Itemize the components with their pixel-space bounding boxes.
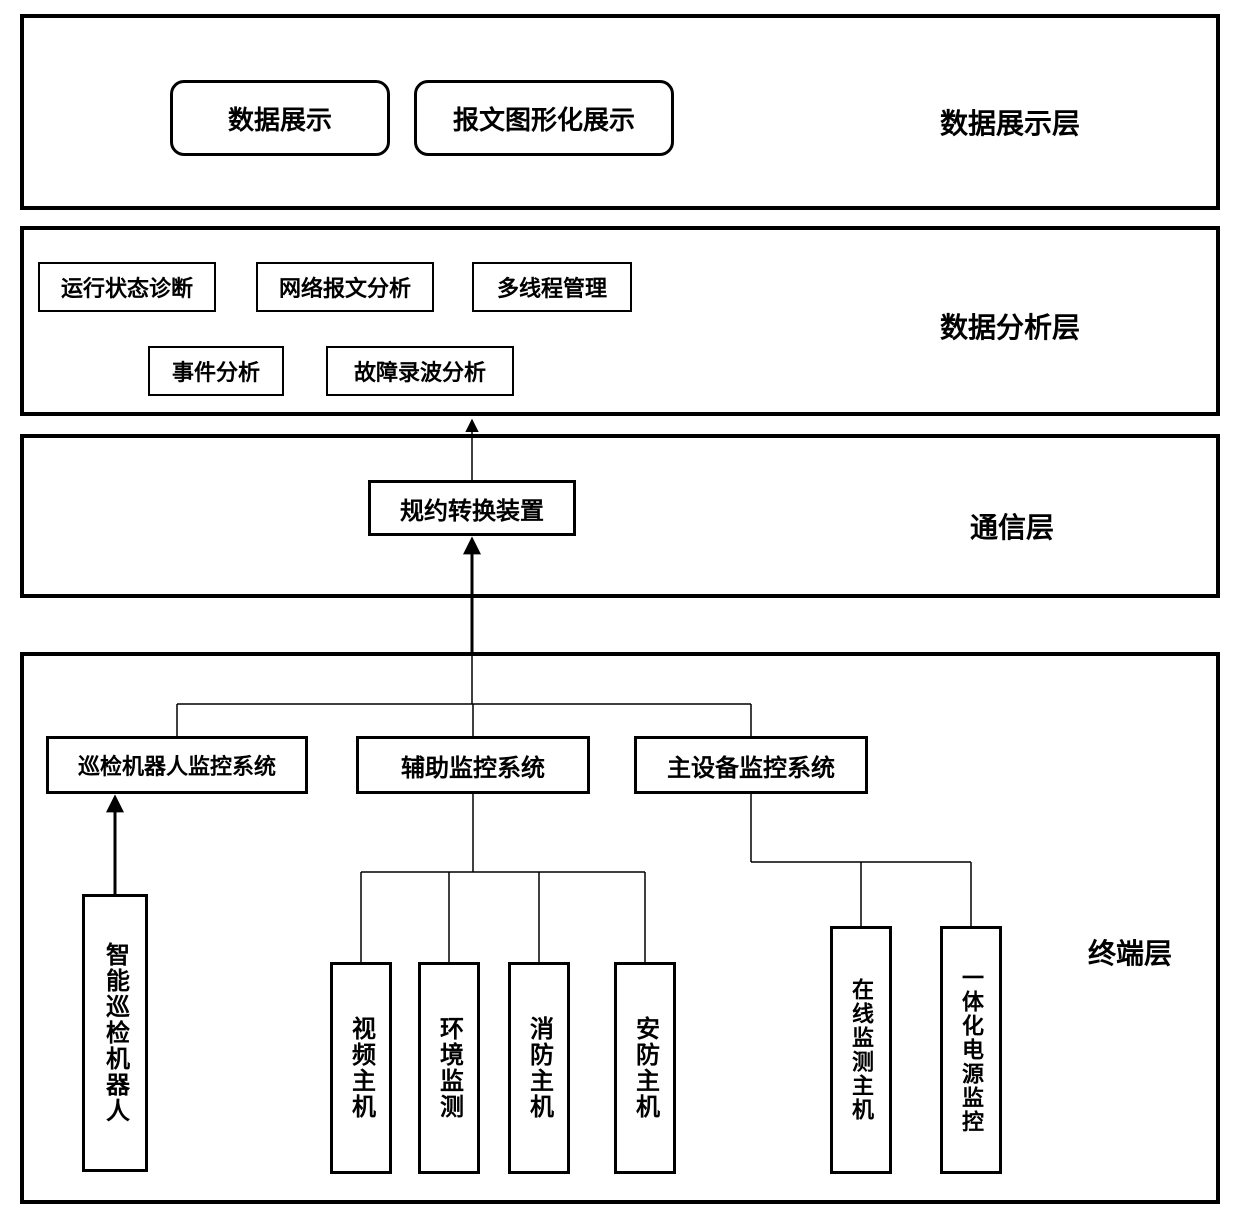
box-aux-monitor: 辅助监控系统 [356, 736, 590, 794]
box-online-monitor-host: 在线监测主机 [830, 926, 892, 1174]
box-env-monitor-label: 环境监测 [432, 1016, 467, 1120]
box-fault-wave-analysis: 故障录波分析 [326, 346, 514, 396]
layer-terminal-label: 终端层 [1088, 932, 1172, 972]
box-fire-host: 消防主机 [508, 962, 570, 1174]
box-smart-robot: 智能巡检机器人 [82, 894, 148, 1172]
box-event-analysis: 事件分析 [148, 346, 284, 396]
box-video-host: 视频主机 [330, 962, 392, 1174]
diagram-canvas: 数据展示层 数据展示 报文图形化展示 数据分析层 运行状态诊断 网络报文分析 多… [0, 0, 1240, 1220]
box-security-host-label: 安防主机 [628, 1016, 663, 1120]
box-data-display: 数据展示 [170, 80, 390, 156]
box-integrated-power-monitor-label: 一体化电源监控 [955, 966, 987, 1134]
box-fire-host-label: 消防主机 [522, 1016, 557, 1120]
box-net-msg-analysis: 网络报文分析 [256, 262, 434, 312]
box-security-host: 安防主机 [614, 962, 676, 1174]
box-status-diag: 运行状态诊断 [38, 262, 216, 312]
box-online-monitor-host-label: 在线监测主机 [845, 978, 877, 1122]
box-multithread-mgmt: 多线程管理 [472, 262, 632, 312]
layer-communication-label: 通信层 [970, 506, 1054, 546]
box-video-host-label: 视频主机 [344, 1016, 379, 1120]
layer-presentation-label: 数据展示层 [940, 102, 1080, 142]
box-smart-robot-label: 智能巡检机器人 [98, 942, 133, 1124]
layer-analysis-label: 数据分析层 [940, 306, 1080, 346]
box-integrated-power-monitor: 一体化电源监控 [940, 926, 1002, 1174]
box-msg-graph-display: 报文图形化展示 [414, 80, 674, 156]
box-main-equip-monitor: 主设备监控系统 [634, 736, 868, 794]
box-robot-monitor: 巡检机器人监控系统 [46, 736, 308, 794]
box-protocol-converter: 规约转换装置 [368, 480, 576, 536]
box-env-monitor: 环境监测 [418, 962, 480, 1174]
